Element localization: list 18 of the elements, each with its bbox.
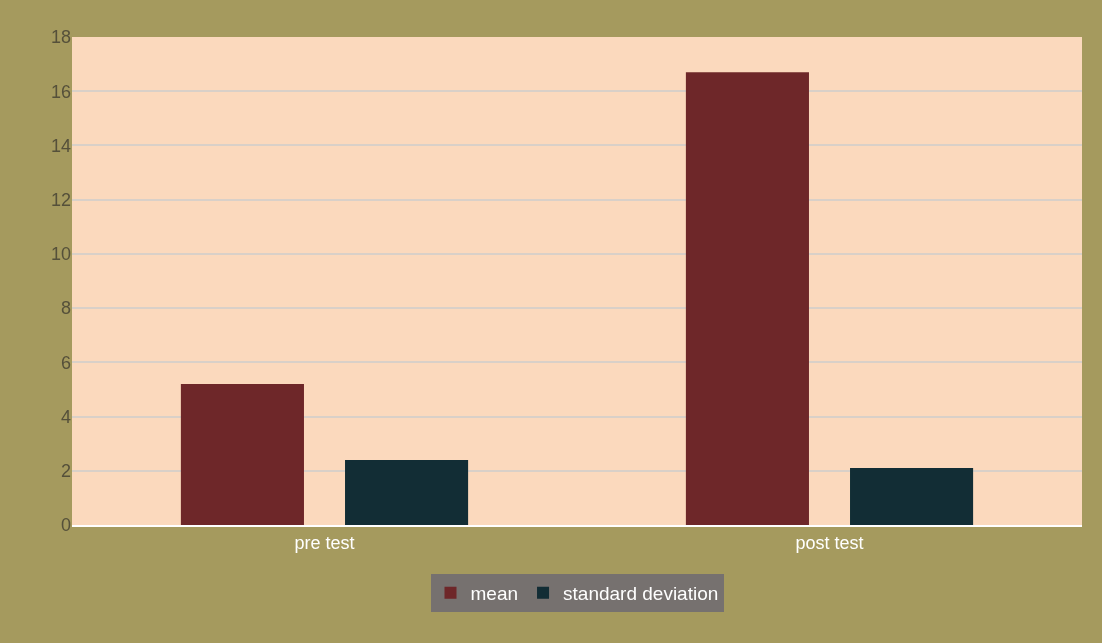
y-tick-label: 16 xyxy=(50,81,71,102)
y-tick-label: 8 xyxy=(60,298,71,319)
y-tick-label: 4 xyxy=(60,406,71,427)
y-tick-label: 12 xyxy=(50,189,71,210)
y-tick-label: 0 xyxy=(60,515,71,536)
legend-label: standard deviation xyxy=(563,583,719,605)
y-tick-label: 6 xyxy=(60,352,71,373)
y-tick-label: 14 xyxy=(50,135,71,156)
y-tick-label: 2 xyxy=(60,461,71,482)
bar xyxy=(180,384,304,525)
bar xyxy=(685,72,809,525)
bar xyxy=(345,459,469,525)
x-tick-label: post test xyxy=(795,532,864,553)
x-tick-label: pre test xyxy=(294,532,355,553)
y-tick-label: 18 xyxy=(50,27,71,48)
y-tick-label: 10 xyxy=(50,244,71,265)
legend-label: mean xyxy=(470,583,519,605)
bar xyxy=(850,468,974,525)
